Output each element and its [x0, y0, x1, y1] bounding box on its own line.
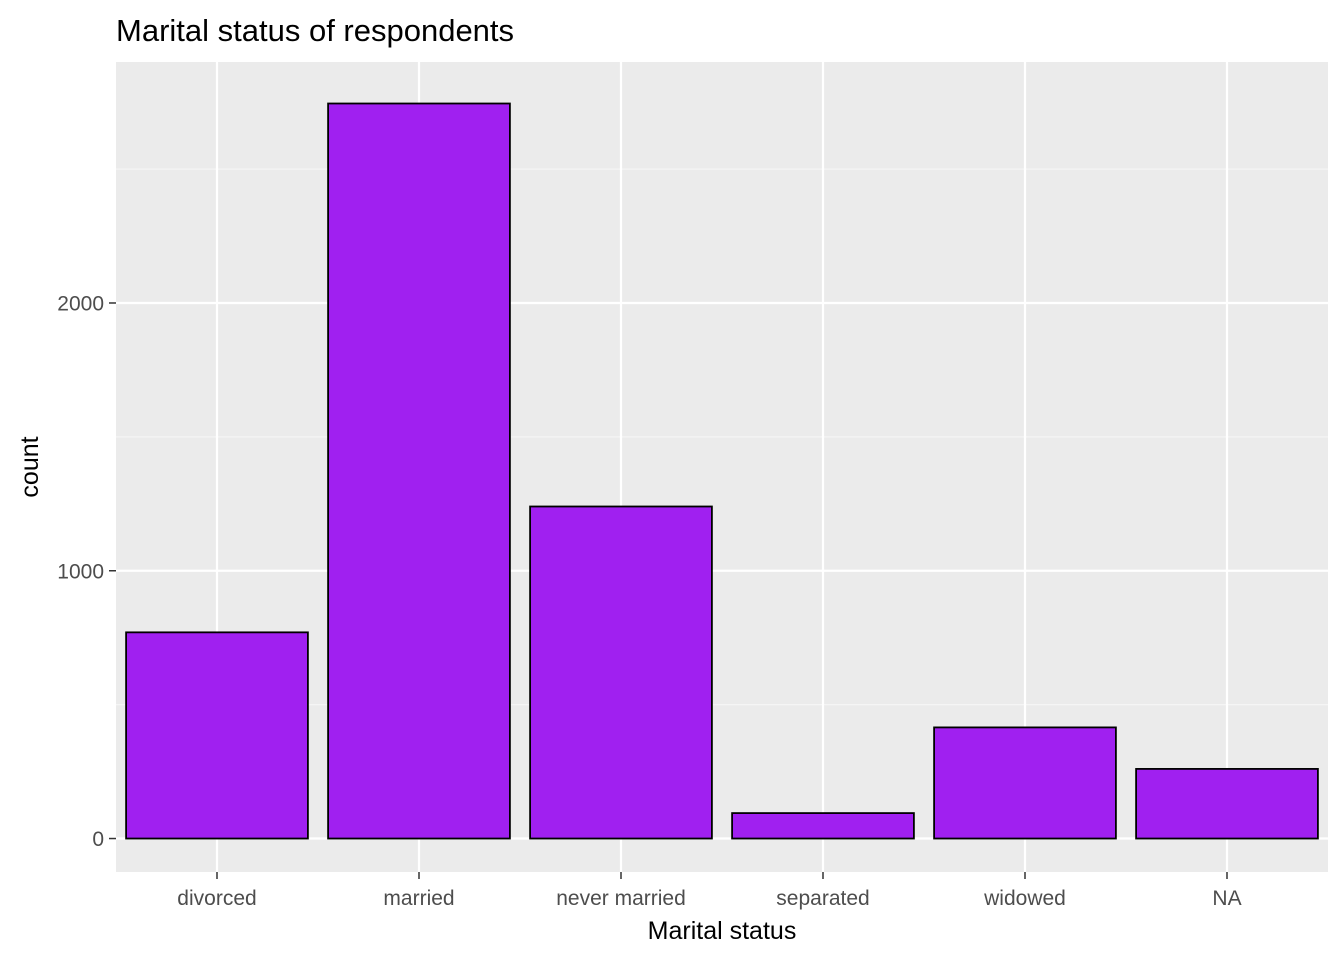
x-tick-label: separated — [776, 887, 869, 910]
bar-widowed — [933, 726, 1117, 840]
y-tick-label: 2000 — [57, 292, 104, 315]
x-axis-title: Marital status — [648, 917, 797, 945]
bar-married — [327, 102, 511, 840]
bar-never-married — [529, 505, 713, 840]
x-tick-label: NA — [1212, 887, 1241, 910]
minor-gridlines — [116, 168, 1328, 706]
x-tick-label: divorced — [177, 887, 256, 910]
x-tick-label: never married — [556, 887, 686, 910]
y-tick-label: 1000 — [57, 560, 104, 583]
bar-na — [1135, 768, 1319, 840]
y-axis-ticks: 0 1000 2000 — [57, 292, 116, 851]
x-tick-label: widowed — [983, 887, 1066, 910]
bars — [125, 102, 1319, 840]
plot-panel — [116, 62, 1328, 872]
x-tick-label: married — [383, 887, 454, 910]
x-axis-ticks: divorced married never married separated wid… — [177, 872, 1242, 910]
chart-title: Marital status of respondents — [116, 13, 514, 48]
bar-divorced — [125, 631, 309, 840]
bar-separated — [731, 812, 915, 840]
y-axis-title: count — [16, 436, 44, 497]
y-tick-label: 0 — [92, 828, 104, 851]
